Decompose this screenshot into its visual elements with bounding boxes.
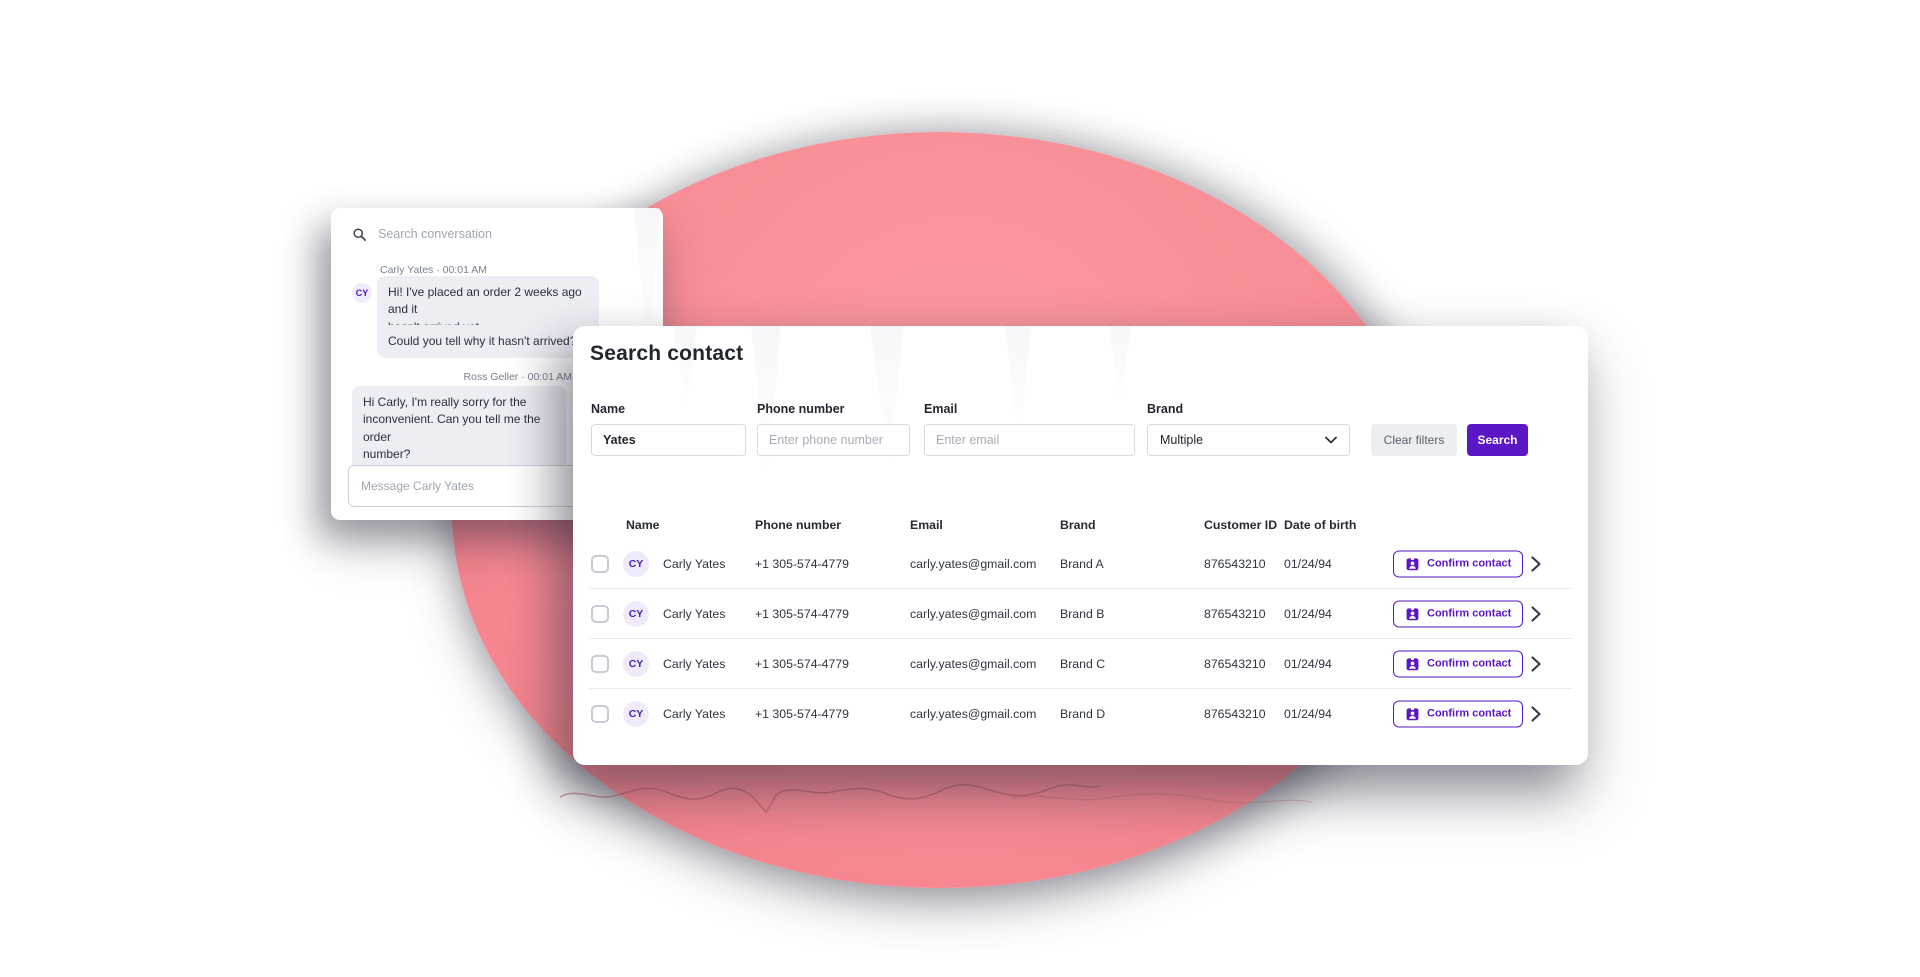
confirm-contact-button[interactable]: Confirm contact xyxy=(1393,650,1524,677)
confirm-contact-button[interactable]: Confirm contact xyxy=(1393,700,1524,727)
message-author-timestamp: Ross Geller · 00:01 AM xyxy=(463,371,572,383)
page-title: Search contact xyxy=(590,342,744,365)
table-header: Name Phone number Email Brand Customer I… xyxy=(573,518,1588,534)
confirm-contact-label: Confirm contact xyxy=(1427,557,1512,570)
cell-brand: Brand A xyxy=(1060,556,1104,571)
avatar: CY xyxy=(623,650,649,677)
cell-name: Carly Yates xyxy=(663,556,726,571)
cell-customer-id: 876543210 xyxy=(1204,556,1266,571)
column-header-brand: Brand xyxy=(1060,518,1096,532)
row-checkbox[interactable] xyxy=(591,654,609,673)
email-filter-input[interactable] xyxy=(924,424,1135,456)
table-row: CY Carly Yates +1 305-574-4779 carly.yat… xyxy=(589,639,1572,689)
brand-filter-value: Multiple xyxy=(1160,433,1204,447)
cell-date-of-birth: 01/24/94 xyxy=(1284,656,1332,671)
confirm-contact-label: Confirm contact xyxy=(1427,707,1512,720)
search-contact-panel: Search contact Name Phone number Email B… xyxy=(573,326,1588,765)
cell-customer-id: 876543210 xyxy=(1204,706,1266,721)
search-icon xyxy=(353,228,366,241)
contact-badge-icon xyxy=(1406,606,1419,620)
contact-badge-icon xyxy=(1406,556,1419,570)
cell-customer-id: 876543210 xyxy=(1204,606,1266,621)
column-header-date-of-birth: Date of birth xyxy=(1284,518,1357,532)
clear-filters-button[interactable]: Clear filters xyxy=(1371,424,1457,456)
column-header-phone: Phone number xyxy=(755,518,842,532)
cell-phone: +1 305-574-4779 xyxy=(755,656,850,671)
cell-phone: +1 305-574-4779 xyxy=(755,556,850,571)
message-author-timestamp: Carly Yates · 00:01 AM xyxy=(380,264,487,276)
cell-phone: +1 305-574-4779 xyxy=(755,706,850,721)
table-row: CY Carly Yates +1 305-574-4779 carly.yat… xyxy=(589,589,1572,639)
table-row: CY Carly Yates +1 305-574-4779 carly.yat… xyxy=(589,689,1572,738)
avatar: CY xyxy=(623,700,649,727)
table-row: CY Carly Yates +1 305-574-4779 carly.yat… xyxy=(589,539,1572,589)
column-header-customer-id: Customer ID xyxy=(1204,518,1278,532)
column-header-name: Name xyxy=(626,518,660,532)
contact-badge-icon xyxy=(1406,656,1419,670)
cell-name: Carly Yates xyxy=(663,656,726,671)
squiggle-decoration-2 xyxy=(1012,793,1312,804)
confirm-contact-label: Confirm contact xyxy=(1427,607,1512,620)
cell-brand: Brand B xyxy=(1060,606,1105,621)
phone-filter-label: Phone number xyxy=(757,402,845,416)
column-header-email: Email xyxy=(910,518,943,532)
contact-results-table: CY Carly Yates +1 305-574-4779 carly.yat… xyxy=(589,539,1572,738)
cell-email: carly.yates@gmail.com xyxy=(910,656,1037,671)
cell-email: carly.yates@gmail.com xyxy=(910,556,1037,571)
cell-date-of-birth: 01/24/94 xyxy=(1284,606,1332,621)
avatar: CY xyxy=(623,600,649,627)
chevron-right-icon[interactable] xyxy=(1531,555,1541,572)
search-conversation-input[interactable] xyxy=(376,221,600,247)
brand-filter-label: Brand xyxy=(1147,402,1184,416)
brand-filter-select[interactable]: Multiple xyxy=(1147,424,1350,456)
cell-customer-id: 876543210 xyxy=(1204,656,1266,671)
cell-date-of-birth: 01/24/94 xyxy=(1284,706,1332,721)
avatar: CY xyxy=(352,283,372,303)
cell-brand: Brand C xyxy=(1060,656,1106,671)
streak-decoration xyxy=(673,326,697,406)
chevron-right-icon[interactable] xyxy=(1531,605,1541,622)
squiggle-decoration xyxy=(560,783,1100,814)
name-filter-label: Name xyxy=(591,402,626,416)
cell-date-of-birth: 01/24/94 xyxy=(1284,556,1332,571)
row-checkbox[interactable] xyxy=(591,554,609,573)
avatar: CY xyxy=(623,550,649,577)
row-checkbox[interactable] xyxy=(591,704,609,723)
search-button[interactable]: Search xyxy=(1467,424,1528,456)
cell-email: carly.yates@gmail.com xyxy=(910,706,1037,721)
row-checkbox[interactable] xyxy=(591,604,609,623)
chevron-right-icon[interactable] xyxy=(1531,655,1541,672)
chevron-down-icon xyxy=(1325,436,1337,444)
confirm-contact-button[interactable]: Confirm contact xyxy=(1393,600,1524,627)
email-filter-label: Email xyxy=(924,402,958,416)
contact-badge-icon xyxy=(1406,706,1419,720)
phone-filter-input[interactable] xyxy=(757,424,910,456)
cell-phone: +1 305-574-4779 xyxy=(755,606,850,621)
chevron-right-icon[interactable] xyxy=(1531,705,1541,722)
cell-email: carly.yates@gmail.com xyxy=(910,606,1037,621)
cell-brand: Brand D xyxy=(1060,706,1106,721)
name-filter-input[interactable] xyxy=(591,424,746,456)
confirm-contact-label: Confirm contact xyxy=(1427,657,1512,670)
streak-decoration xyxy=(1109,326,1131,404)
cell-name: Carly Yates xyxy=(663,706,726,721)
chat-conversation-card: Carly Yates · 00:01 AM CY Hi! I've place… xyxy=(331,208,663,520)
chat-message-bubble: Could you tell why it hasn't arrived? xyxy=(377,325,588,359)
cell-name: Carly Yates xyxy=(663,606,726,621)
chat-message-bubble: Hi Carly, I'm really sorry for the incon… xyxy=(352,386,566,472)
confirm-contact-button[interactable]: Confirm contact xyxy=(1393,550,1524,577)
